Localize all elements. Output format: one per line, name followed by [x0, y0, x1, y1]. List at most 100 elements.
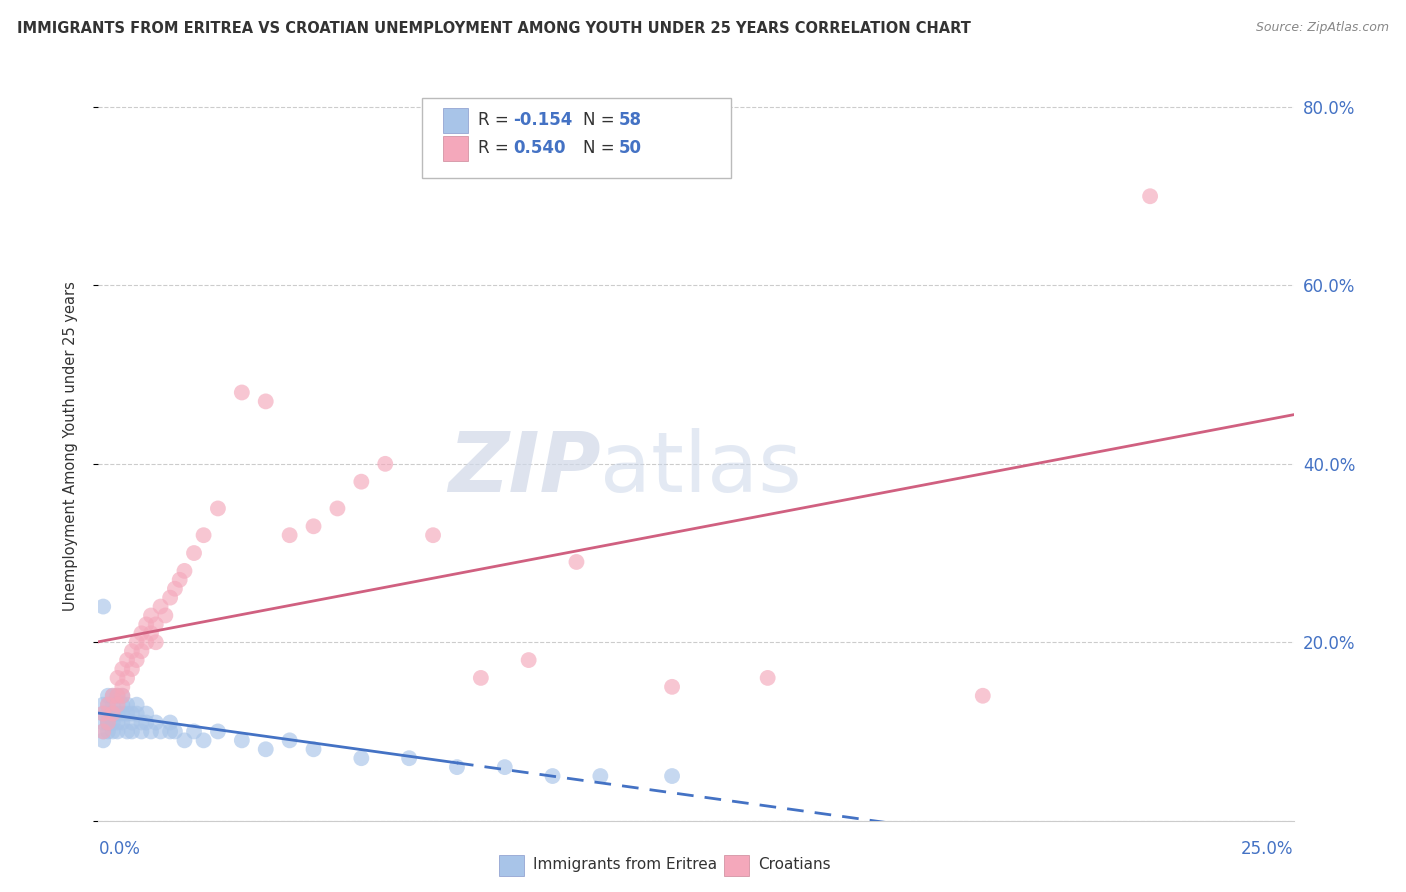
Point: [163, 724, 186, 739]
Text: IMMIGRANTS FROM ERITREA VS CROATIAN UNEMPLOYMENT AMONG YOUTH UNDER 25 YEARS CORR: IMMIGRANTS FROM ERITREA VS CROATIAN UNEM…: [17, 21, 970, 36]
Point: [972, 689, 994, 703]
Point: [131, 715, 153, 730]
Point: [91, 715, 114, 730]
Point: [111, 698, 134, 712]
Point: [115, 698, 138, 712]
Point: [125, 706, 148, 721]
Point: [589, 769, 612, 783]
Point: [101, 698, 124, 712]
Point: [193, 528, 215, 542]
Point: [91, 724, 114, 739]
Point: [101, 715, 124, 730]
Text: Source: ZipAtlas.com: Source: ZipAtlas.com: [1256, 21, 1389, 34]
Text: Immigrants from Eritrea: Immigrants from Eritrea: [533, 857, 717, 871]
Point: [169, 573, 191, 587]
Point: [145, 635, 167, 649]
Point: [193, 733, 215, 747]
Point: [91, 733, 114, 747]
Point: [111, 689, 134, 703]
Point: [97, 724, 120, 739]
Point: [183, 546, 205, 560]
Text: R =: R =: [478, 111, 515, 128]
Text: 25.0%: 25.0%: [1241, 840, 1294, 858]
Point: [374, 457, 396, 471]
Text: 50: 50: [619, 139, 641, 157]
Point: [517, 653, 540, 667]
Point: [91, 599, 114, 614]
Point: [97, 698, 120, 712]
Point: [115, 724, 138, 739]
Text: Croatians: Croatians: [758, 857, 831, 871]
Point: [121, 644, 143, 658]
Text: ZIP: ZIP: [447, 428, 600, 509]
Point: [107, 689, 129, 703]
Point: [111, 706, 134, 721]
Point: [101, 706, 124, 721]
Point: [107, 715, 129, 730]
Point: [661, 769, 683, 783]
Point: [111, 662, 134, 676]
Point: [145, 617, 167, 632]
Point: [139, 608, 162, 623]
Point: [326, 501, 349, 516]
Text: R =: R =: [478, 139, 515, 157]
Point: [121, 706, 143, 721]
Point: [135, 715, 157, 730]
Point: [470, 671, 492, 685]
Point: [91, 706, 114, 721]
Point: [278, 528, 301, 542]
Point: [121, 724, 143, 739]
Point: [149, 724, 172, 739]
Point: [91, 724, 114, 739]
Point: [422, 528, 444, 542]
Point: [163, 582, 186, 596]
Point: [91, 706, 114, 721]
Point: [125, 635, 148, 649]
Point: [254, 742, 277, 756]
Point: [115, 653, 138, 667]
Point: [231, 733, 253, 747]
Point: [101, 724, 124, 739]
Point: [107, 698, 129, 712]
Point: [131, 724, 153, 739]
Point: [121, 662, 143, 676]
Point: [494, 760, 516, 774]
Point: [302, 742, 325, 756]
Point: [131, 644, 153, 658]
Point: [149, 599, 172, 614]
Point: [350, 751, 373, 765]
Point: [231, 385, 253, 400]
Point: [125, 698, 148, 712]
Point: [541, 769, 564, 783]
Point: [135, 635, 157, 649]
Text: 0.540: 0.540: [513, 139, 565, 157]
Point: [115, 671, 138, 685]
Point: [107, 706, 129, 721]
Point: [139, 626, 162, 640]
Point: [398, 751, 420, 765]
Point: [159, 715, 181, 730]
Point: [121, 715, 143, 730]
Text: 58: 58: [619, 111, 641, 128]
Point: [97, 689, 120, 703]
Point: [139, 724, 162, 739]
Text: -0.154: -0.154: [513, 111, 572, 128]
Point: [97, 715, 120, 730]
Point: [145, 715, 167, 730]
Point: [97, 698, 120, 712]
Point: [159, 591, 181, 605]
Text: atlas: atlas: [600, 428, 801, 509]
Point: [125, 653, 148, 667]
Point: [97, 706, 120, 721]
Point: [565, 555, 588, 569]
Point: [111, 680, 134, 694]
Point: [183, 724, 205, 739]
Point: [159, 724, 181, 739]
Point: [207, 501, 229, 516]
Point: [135, 706, 157, 721]
Point: [278, 733, 301, 747]
Y-axis label: Unemployment Among Youth under 25 years: Unemployment Among Youth under 25 years: [63, 281, 77, 611]
Point: [111, 715, 134, 730]
Point: [97, 715, 120, 730]
Point: [97, 715, 120, 730]
